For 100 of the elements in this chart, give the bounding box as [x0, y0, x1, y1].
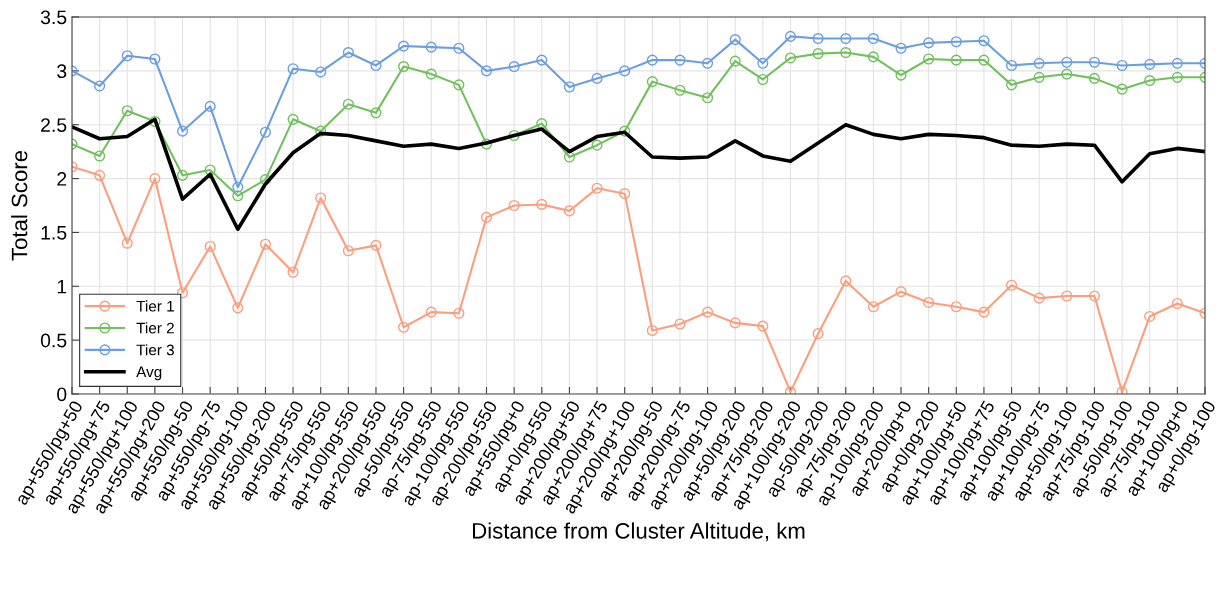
- point: [729, 317, 741, 329]
- point: [232, 302, 244, 314]
- point: [1144, 58, 1156, 70]
- y-tick-label: 2.5: [41, 118, 67, 132]
- point: [867, 301, 879, 313]
- legend-label: Tier 1: [136, 300, 174, 312]
- point: [480, 138, 493, 150]
- point: [121, 105, 133, 117]
- point: [480, 65, 493, 77]
- point: [646, 76, 658, 88]
- point: [232, 181, 244, 193]
- point: [94, 80, 106, 92]
- point: [674, 84, 686, 96]
- point: [149, 53, 161, 65]
- legend-label: Avg: [136, 366, 162, 381]
- point: [729, 34, 741, 46]
- point: [1116, 59, 1128, 72]
- point: [619, 65, 631, 77]
- point: [950, 36, 962, 48]
- point: [425, 306, 437, 318]
- point: [591, 182, 603, 194]
- point: [923, 37, 935, 49]
- point: [315, 66, 327, 78]
- point: [342, 245, 354, 257]
- point: [895, 42, 907, 54]
- point: [370, 239, 382, 251]
- point: [1006, 59, 1018, 72]
- y-tick-label: 0: [57, 387, 67, 402]
- point: [702, 57, 714, 69]
- point: [978, 54, 990, 66]
- point: [149, 173, 161, 185]
- point: [287, 266, 299, 278]
- point: [398, 321, 410, 333]
- point: [619, 188, 631, 200]
- point: [398, 40, 410, 52]
- point: [784, 52, 797, 64]
- point: [978, 306, 990, 318]
- y-tick-label: 3.5: [40, 10, 67, 25]
- point: [674, 54, 686, 66]
- point: [1116, 83, 1128, 95]
- point: [1033, 292, 1045, 304]
- point: [1144, 74, 1156, 87]
- point: [895, 69, 907, 81]
- point: [232, 190, 244, 202]
- point: [674, 318, 686, 330]
- point: [121, 237, 133, 249]
- y-tick-label: 1: [57, 279, 67, 294]
- point: [398, 60, 410, 73]
- point: [287, 113, 299, 125]
- point: [895, 286, 907, 298]
- point: [646, 54, 658, 66]
- point: [1033, 71, 1045, 83]
- point: [425, 68, 437, 80]
- point: [315, 125, 327, 137]
- point: [563, 151, 575, 163]
- point: [536, 118, 548, 130]
- point: [453, 307, 465, 319]
- point: [176, 287, 189, 299]
- point: [923, 296, 935, 308]
- point: [619, 125, 631, 137]
- point: [840, 32, 852, 45]
- point: [508, 129, 520, 142]
- point: [978, 35, 990, 47]
- point: [1061, 290, 1073, 302]
- point: [950, 54, 962, 66]
- y-tick-label: 1.5: [41, 226, 67, 240]
- point: [563, 205, 575, 217]
- line-series: [72, 117, 1205, 232]
- point: [812, 328, 824, 340]
- point: [453, 42, 465, 54]
- point: [536, 54, 548, 66]
- point: [1144, 310, 1156, 323]
- legend-label: Tier 2: [136, 322, 174, 334]
- point: [923, 53, 935, 65]
- point: [840, 46, 852, 59]
- point: [591, 139, 603, 151]
- point: [1061, 68, 1073, 80]
- point: [1006, 279, 1018, 291]
- point: [508, 199, 520, 212]
- point: [840, 275, 852, 287]
- y-tick-label: 0.5: [40, 333, 67, 348]
- point: [176, 125, 189, 137]
- point: [508, 60, 520, 73]
- point: [867, 32, 879, 45]
- point: [950, 301, 962, 313]
- point: [342, 98, 354, 110]
- point: [729, 55, 741, 67]
- x-axis-title: Distance from Cluster Altitude, km: [472, 522, 805, 542]
- point: [757, 57, 769, 69]
- point: [287, 63, 299, 75]
- point: [1171, 297, 1183, 310]
- y-tick-label: 3: [57, 64, 67, 79]
- point: [342, 46, 354, 59]
- point: [370, 107, 382, 119]
- point: [591, 72, 603, 84]
- point: [1088, 56, 1101, 68]
- point: [259, 238, 271, 250]
- point: [176, 169, 189, 181]
- point: [812, 48, 824, 60]
- point: [563, 81, 575, 93]
